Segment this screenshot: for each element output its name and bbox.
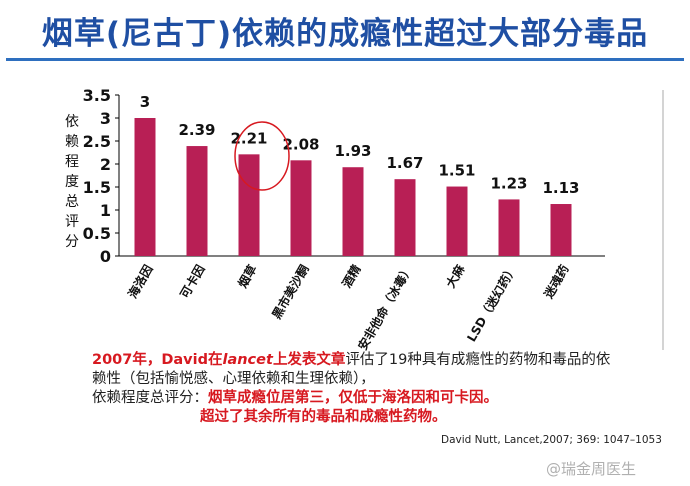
value-label: 2.39: [178, 121, 215, 139]
value-label: 3: [140, 93, 150, 111]
bar: [446, 186, 468, 256]
x-tick-label: 迷魂药: [540, 262, 571, 302]
bar: [238, 154, 260, 256]
y-axis-label: 依赖程度总评分: [65, 114, 79, 250]
value-label: 2.08: [282, 135, 319, 153]
bar: [342, 167, 364, 256]
summary-journal: lancet: [222, 352, 273, 368]
y-tick-label: 3.5: [83, 86, 111, 105]
summary-conclusion-2: 超过了其余所有的毒品和成瘾性药物。: [200, 409, 447, 425]
bar: [394, 179, 416, 256]
summary-line1-rest: 评估了19种具有成瘾性的药物和毒品的依: [345, 352, 611, 368]
title-divider: [6, 58, 684, 61]
value-labels: 3 2.39 2.21 2.08 1.93 1.67 1.51 1.23 1.13: [140, 93, 580, 197]
bars: [134, 118, 572, 256]
summary-published: 上发表文章: [272, 352, 346, 368]
x-tick-label: 可卡因: [177, 262, 208, 301]
bar: [134, 118, 156, 256]
summary-score-label: 依赖程度总评分：: [92, 390, 208, 406]
x-tick-label: 海洛因: [125, 262, 156, 301]
y-tick-label: 2.5: [83, 132, 111, 151]
y-tick-label: 3: [100, 109, 111, 128]
summary-text: 2007年，David在lancet上发表文章评估了19种具有成瘾性的药物和毒品…: [92, 351, 652, 427]
bar: [498, 199, 520, 256]
value-label: 1.93: [334, 142, 371, 160]
x-tick-label: LSD（迷幻药）: [463, 262, 519, 344]
summary-conclusion-1: 烟草成瘾位居第三，仅低于海洛因和可卡因。: [208, 390, 498, 406]
y-tick-label: 0: [100, 247, 111, 266]
y-tick-label: 1.5: [83, 178, 111, 197]
y-tick-label: 1: [100, 201, 111, 220]
y-tick-label: 0.5: [83, 224, 111, 243]
x-tick-label: 酒精: [339, 262, 364, 290]
summary-year: 2007年，: [92, 352, 162, 368]
bar: [290, 160, 312, 256]
bar: [186, 146, 208, 256]
summary-line-3: 依赖程度总评分：烟草成瘾位居第三，仅低于海洛因和可卡因。: [92, 389, 652, 408]
highlight-ellipse: [234, 121, 290, 191]
summary-author: David在: [161, 352, 223, 368]
x-tick-label: 大麻: [443, 261, 468, 290]
value-label: 2.21: [230, 129, 267, 147]
slide-title: 烟草(尼古丁)依赖的成瘾性超过大部分毒品: [41, 16, 649, 52]
x-tick-label: 烟草: [235, 262, 260, 290]
value-label: 1.13: [542, 179, 579, 197]
y-tick-label: 2: [100, 155, 111, 174]
y-tick-labels: 0 0.5 1 1.5 2 2.5 3 3.5: [83, 86, 119, 266]
x-tick-label: 安非他命（冰毒）: [355, 262, 416, 353]
value-label: 1.67: [386, 154, 423, 172]
summary-line-2: 赖性（包括愉悦感、心理依赖和生理依赖），: [92, 371, 375, 387]
value-label: 1.51: [438, 162, 475, 180]
citation: David Nutt, Lancet,2007; 369: 1047–1053: [441, 434, 662, 446]
value-label: 1.23: [490, 174, 527, 192]
watermark: @瑞金周医生: [546, 460, 637, 478]
summary-line-1: 2007年，David在lancet上发表文章评估了19种具有成瘾性的药物和毒品…: [92, 351, 652, 370]
x-tick-label: 黑市美沙酮: [269, 262, 312, 321]
bar: [550, 204, 572, 256]
